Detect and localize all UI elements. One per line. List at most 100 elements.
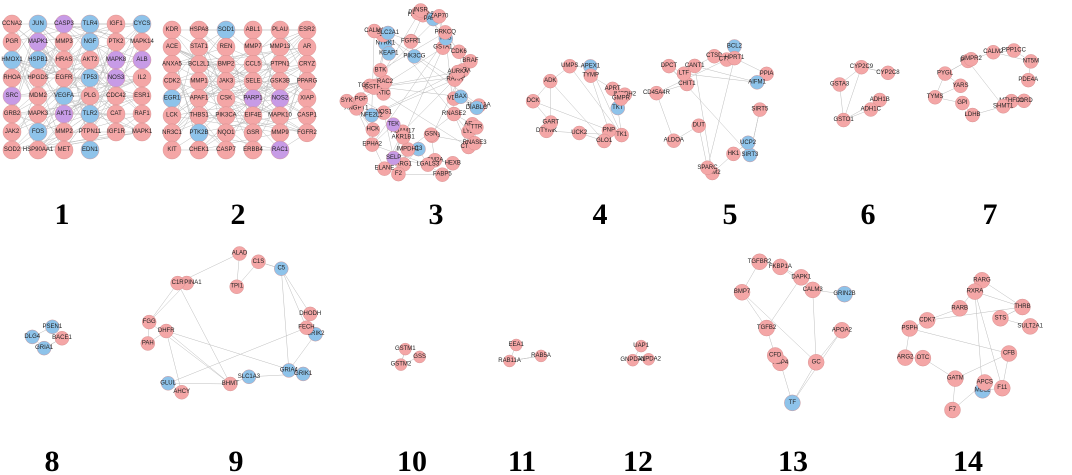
gene-node-circle: [446, 106, 462, 122]
gene-node: NOS2: [270, 89, 290, 108]
gene-node-circle: [836, 285, 853, 303]
gene-node-circle: [216, 140, 236, 160]
gene-node-label: AURKA: [447, 69, 468, 75]
gene-node: TK1: [614, 127, 629, 143]
gene-node: MAPK3: [28, 104, 49, 124]
gene-node: CD45A4R: [643, 85, 671, 101]
gene-node-circle: [132, 122, 152, 142]
gene-node: F11: [994, 379, 1011, 397]
gene-node: CFD: [767, 347, 784, 364]
gene-node-label: ANGPT1: [344, 105, 369, 111]
network-edge: [166, 330, 304, 375]
gene-node: AURKA: [447, 64, 468, 80]
gene-node: MMP2: [54, 122, 73, 142]
gene-node-label: CTSD: [706, 53, 723, 59]
gene-node: GART: [543, 115, 559, 130]
gene-node-label: INSR: [414, 8, 429, 14]
network-edge: [955, 353, 1010, 379]
gene-node-label: RNASE3: [463, 140, 488, 146]
gene-node-circle: [450, 64, 465, 80]
gene-node-label: EGFR: [56, 75, 73, 81]
gene-node-circle: [543, 73, 558, 89]
gene-node: TGFBR2: [748, 253, 772, 270]
gene-node: RNASE2: [442, 106, 467, 122]
gene-node-label: EEA1: [509, 342, 525, 348]
gene-node-label: FECH: [298, 325, 314, 331]
gene-node-label: CRYZ: [299, 61, 316, 67]
gene-node: ESR2: [297, 20, 317, 40]
gene-node-label: TGFBR2: [748, 259, 772, 265]
gene-node: FECH: [298, 320, 315, 335]
gene-node: SOD2: [2, 140, 22, 160]
gene-node: GATM: [947, 370, 964, 387]
network-edge: [373, 87, 469, 148]
gene-node-label: GSTM1: [395, 346, 416, 352]
gene-node-label: NFE2L2: [361, 112, 384, 118]
gene-node-circle: [28, 140, 48, 160]
network-edge: [974, 291, 1003, 389]
network-edge: [168, 383, 231, 385]
gene-node: FOS: [28, 122, 48, 142]
gene-node-circle: [759, 66, 774, 82]
gene-node-label: ADH1C: [861, 106, 882, 112]
gene-node-label: NOS2: [272, 96, 289, 102]
gene-node-label: CDC42: [106, 93, 126, 99]
gene-node: INSR: [413, 3, 429, 18]
gene-node-label: RAB11A: [498, 358, 521, 364]
gene-node-circle: [162, 140, 182, 160]
gene-node-label: HEXB: [445, 160, 461, 166]
gene-node-label: BTK: [375, 67, 387, 73]
gene-node-label: NT5M: [1023, 58, 1039, 64]
gene-node-label: FGG: [143, 319, 156, 325]
gene-node-label: CCNA2: [2, 21, 23, 27]
gene-node-label: GRB2: [4, 111, 21, 117]
network-edge: [843, 67, 862, 121]
gene-node-label: GSK3B: [270, 78, 290, 84]
gene-node-label: GNPDA1: [620, 357, 645, 363]
network-edge: [812, 289, 817, 363]
gene-node-label: AKT2: [82, 57, 98, 63]
gene-node: APOA2: [832, 322, 853, 339]
gene-node-circle: [451, 44, 467, 59]
gene-node-label: MAPK10: [268, 113, 292, 119]
network-edge: [37, 59, 65, 115]
gene-node-label: GRIN2B: [833, 291, 855, 297]
gene-node: RAC1: [270, 140, 290, 160]
gene-node-circle: [420, 157, 436, 172]
gene-node-label: ELANE: [375, 166, 395, 172]
gene-node-label: GSTA1: [433, 45, 453, 51]
gene-node-label: CHEK1: [189, 147, 210, 153]
gene-node-label: CDK2: [164, 78, 181, 84]
gene-node-label: HCK: [367, 127, 380, 133]
gene-node-label: MAPK1: [132, 129, 153, 135]
network-edge: [741, 292, 817, 363]
gene-node-label: CYCS: [134, 21, 151, 27]
gene-node: ELANE: [375, 161, 395, 176]
gene-node: UCP2: [740, 135, 757, 151]
gene-node-circle: [435, 167, 450, 182]
gene-node: TP53: [80, 68, 100, 88]
gene-node-label: KEAP1: [379, 50, 399, 56]
gene-node-label: OTC: [917, 355, 930, 361]
gene-node: AIFM1: [748, 75, 767, 90]
gene-node: GSTO1: [833, 112, 854, 128]
gene-node-label: AKT1: [56, 111, 72, 117]
gene-node-label: RBP4: [773, 360, 789, 366]
gene-node: ACE: [162, 37, 182, 57]
gene-node: CASP7: [216, 140, 236, 160]
gene-node-circle: [543, 115, 559, 130]
gene-node-label: NOS3: [108, 75, 125, 81]
gene-node: MAPK1: [132, 122, 153, 142]
network-edge: [371, 31, 375, 116]
gene-node-circle: [377, 161, 392, 176]
gene-node-label: ACE: [166, 44, 178, 50]
gene-node-label: TYMP: [582, 73, 599, 79]
gene-node: HSPB1: [28, 50, 48, 70]
network-edge: [168, 327, 307, 384]
gene-node: TF: [784, 394, 801, 412]
gene-node: ZAP70: [430, 9, 449, 24]
gene-node-label: DPCT: [661, 63, 678, 69]
gene-node-label: RARA: [446, 77, 463, 83]
gene-node: REN: [216, 37, 236, 57]
